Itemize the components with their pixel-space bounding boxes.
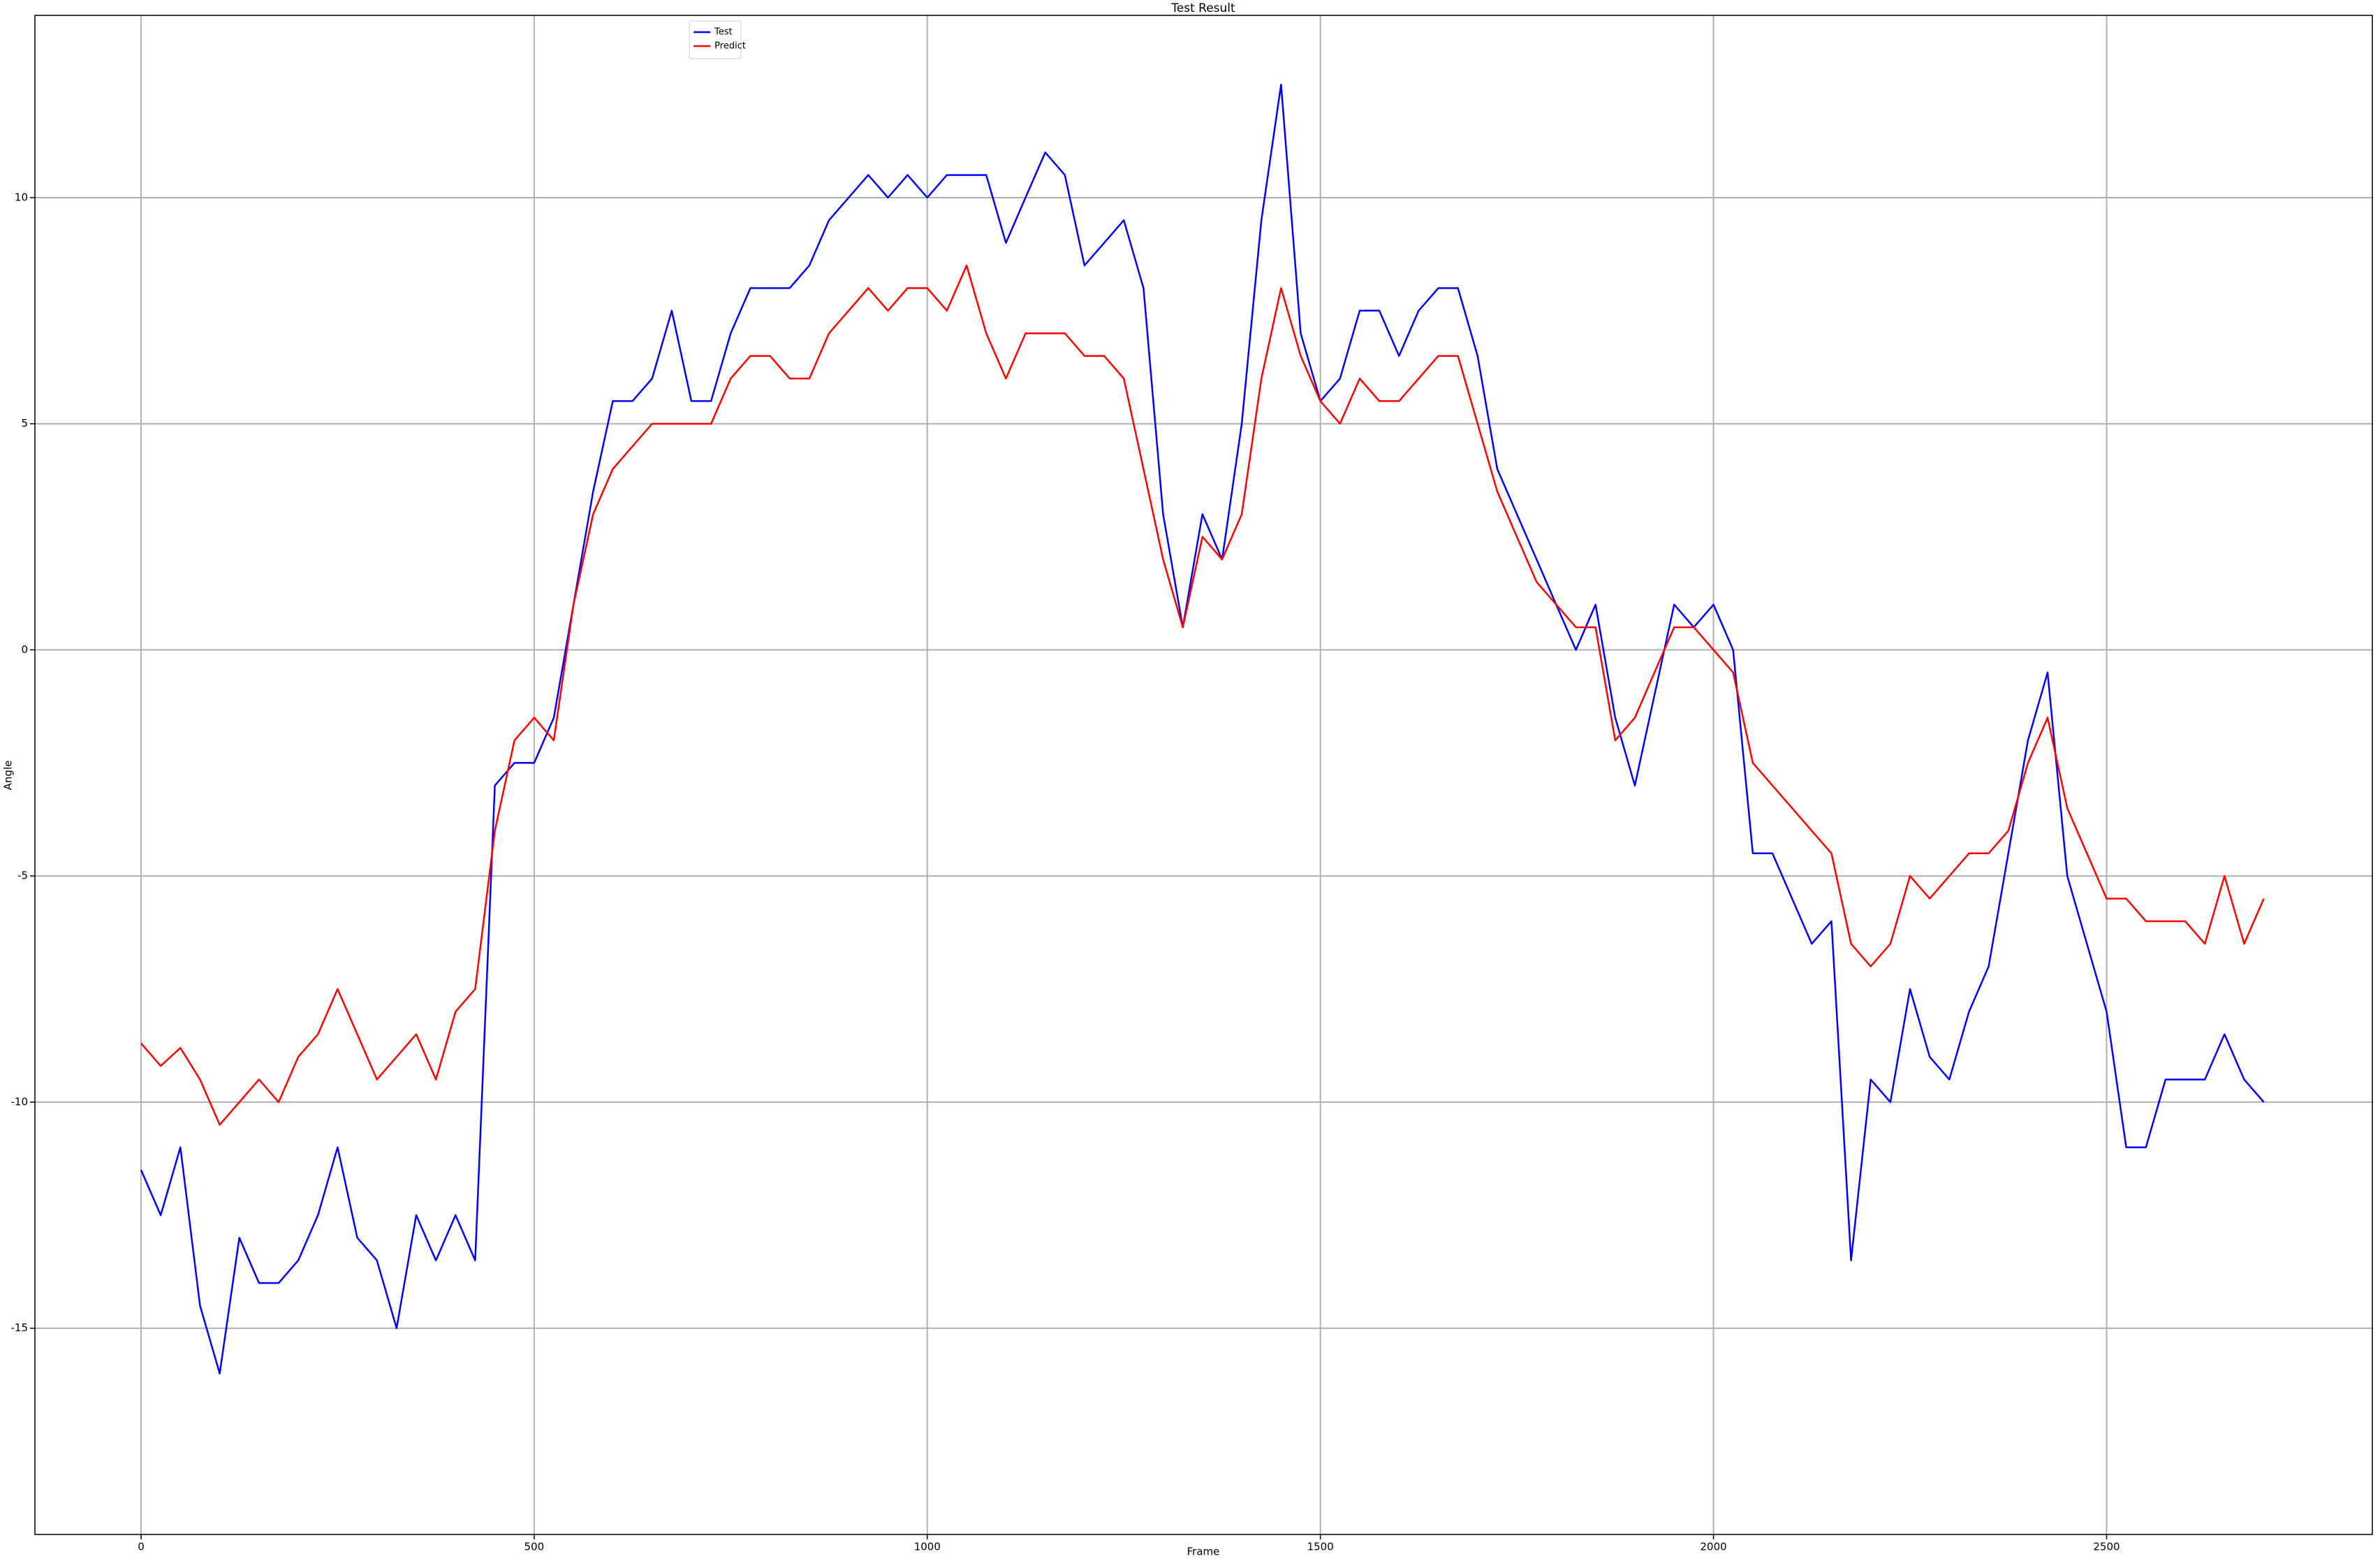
y-tick-label: 10 — [15, 191, 28, 203]
x-tick-label: 500 — [524, 1541, 545, 1553]
data-line — [140, 83, 2265, 1375]
x-axis-label: Frame — [1187, 1546, 1220, 1558]
y-tick-label: 5 — [21, 417, 28, 430]
y-tick-label: -15 — [11, 1321, 29, 1334]
x-tick-label: 1000 — [914, 1541, 941, 1553]
y-tick-label: -10 — [11, 1095, 29, 1108]
y-axis-label: Angle — [2, 761, 15, 791]
y-tick-label: -5 — [17, 870, 28, 882]
legend-box — [689, 20, 742, 59]
x-tick-label: 1500 — [1307, 1541, 1334, 1553]
legend: Test Predict — [689, 20, 746, 59]
x-tick-label: 0 — [138, 1541, 145, 1553]
legend-label: Test — [714, 27, 733, 38]
data-line — [140, 264, 2265, 1126]
x-tick-label: 2000 — [1700, 1541, 1726, 1553]
y-tick-label: 0 — [21, 643, 28, 656]
x-tick-label: 2500 — [2093, 1541, 2120, 1553]
chart-title: Test Result — [1170, 1, 1235, 15]
plot-frame — [34, 15, 2373, 1535]
legend-label: Predict — [714, 41, 746, 52]
